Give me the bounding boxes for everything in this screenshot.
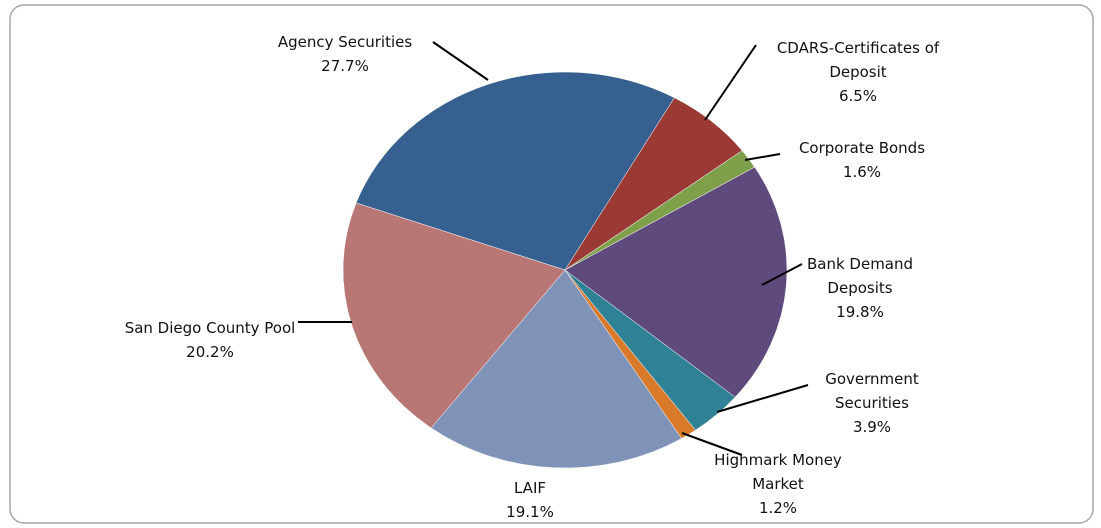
value-label: 6.5% bbox=[838, 87, 878, 105]
slice-label: Highmark Money Market 1.2% bbox=[688, 448, 868, 520]
category-name: Government Securities bbox=[825, 370, 919, 412]
value-label: 3.9% bbox=[852, 418, 892, 436]
pie-slice bbox=[342, 202, 566, 429]
pie-slice bbox=[355, 71, 675, 271]
slice-label: Government Securities 3.9% bbox=[817, 367, 927, 439]
category-name: CDARS-Certificates of Deposit bbox=[776, 39, 940, 81]
slice-label: San Diego County Pool 20.2% bbox=[120, 316, 300, 364]
value-label: 20.2% bbox=[186, 343, 234, 361]
leader-line bbox=[744, 153, 781, 161]
slice-label: CDARS-Certificates of Deposit 6.5% bbox=[768, 36, 948, 108]
value-label: 1.6% bbox=[842, 163, 882, 181]
leader-line bbox=[681, 432, 743, 456]
category-name: Bank Demand Deposits bbox=[806, 255, 914, 297]
value-label: 19.8% bbox=[836, 303, 884, 321]
pie-slice bbox=[430, 269, 682, 469]
value-label: 27.7% bbox=[321, 57, 369, 75]
value-label: 1.2% bbox=[758, 499, 798, 517]
leader-line bbox=[716, 384, 809, 413]
category-name: San Diego County Pool bbox=[124, 319, 296, 337]
pie-slice bbox=[564, 166, 788, 398]
leader-line bbox=[704, 44, 757, 121]
category-name: Corporate Bonds bbox=[798, 139, 926, 157]
category-name: LAIF bbox=[513, 479, 546, 497]
category-name: Agency Securities bbox=[277, 33, 413, 51]
slice-label: Agency Securities 27.7% bbox=[235, 30, 455, 78]
slice-label: LAIF 19.1% bbox=[480, 476, 580, 524]
value-label: 19.1% bbox=[506, 503, 554, 521]
leader-line bbox=[432, 41, 489, 81]
slice-label: Corporate Bonds 1.6% bbox=[762, 136, 962, 184]
leader-line bbox=[761, 263, 803, 286]
category-name: Highmark Money Market bbox=[714, 451, 842, 493]
slice-label: Bank Demand Deposits 19.8% bbox=[800, 252, 920, 324]
